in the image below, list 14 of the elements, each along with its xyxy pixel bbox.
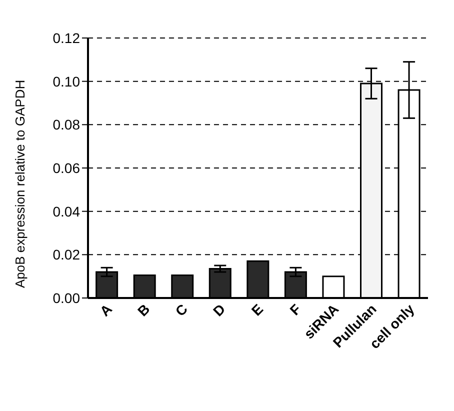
y-tick-label: 0.06 — [52, 160, 80, 176]
y-tick-label: 0.02 — [52, 246, 80, 263]
y-tick-label: 0.12 — [52, 30, 80, 46]
x-tick-label: D — [210, 300, 228, 320]
x-tick-label: E — [248, 300, 266, 319]
y-tick-label: 0.04 — [52, 203, 80, 220]
y-tick-label: 0.08 — [52, 116, 80, 133]
y-tick-label: 0.10 — [52, 73, 80, 90]
x-tick-label: F — [286, 300, 304, 318]
x-tick-label: A — [96, 300, 116, 320]
x-tick-label: B — [134, 300, 153, 320]
y-tick-label: 0.00 — [52, 290, 80, 306]
y-axis-title: ApoB expression relative to GAPDH — [12, 80, 28, 288]
x-tick-label: C — [172, 300, 191, 320]
